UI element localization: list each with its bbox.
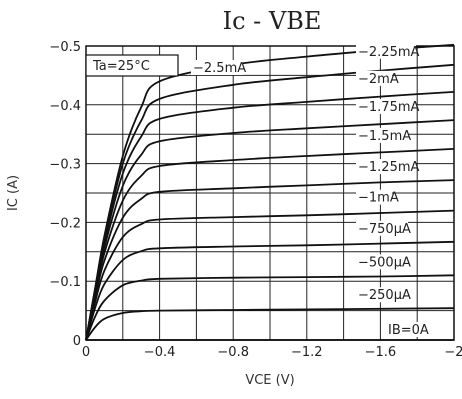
series-line bbox=[85, 274, 455, 341]
curve-label: −2.25mA bbox=[358, 45, 420, 60]
y-tick-label: −0.3 bbox=[49, 158, 81, 173]
x-tick-label: −0.4 bbox=[144, 345, 176, 360]
y-tick-label: −0.4 bbox=[49, 99, 81, 114]
x-tick-label: −0.8 bbox=[217, 345, 249, 360]
curve-label-background bbox=[356, 43, 416, 59]
x-tick-label: −2 bbox=[444, 345, 462, 360]
x-tick-label: −1.6 bbox=[365, 345, 397, 360]
y-tick-label: −0.2 bbox=[49, 216, 81, 231]
y-axis-label: IC (A) bbox=[6, 175, 21, 211]
curve-label-background bbox=[356, 189, 392, 205]
curves bbox=[85, 43, 455, 341]
curve-label-background bbox=[356, 159, 416, 175]
series-line bbox=[85, 240, 455, 341]
curve-label: −750μA bbox=[358, 222, 411, 237]
curve-label-background bbox=[356, 70, 392, 86]
curve-label-background bbox=[356, 254, 408, 270]
curve-label: −250μA bbox=[358, 288, 411, 303]
curve-label: −1mA bbox=[358, 191, 399, 206]
x-tick-label: 0 bbox=[82, 345, 90, 360]
x-axis-label: VCE (V) bbox=[245, 373, 294, 388]
curve-label: −2.5mA bbox=[193, 61, 246, 76]
curve-label: −1.5mA bbox=[358, 129, 411, 144]
chart-title: Ic - VBE bbox=[223, 7, 322, 35]
curve-label: IB=0A bbox=[388, 323, 429, 338]
curve-label-background bbox=[356, 287, 408, 303]
curve-label-background bbox=[356, 127, 408, 143]
y-tick-label: 0 bbox=[73, 334, 81, 349]
curve-label-background bbox=[356, 99, 416, 115]
curve-label-background bbox=[386, 322, 430, 337]
annotation-frame bbox=[85, 54, 179, 77]
curve-label: −2mA bbox=[358, 72, 399, 87]
series-line bbox=[85, 209, 455, 341]
y-tick-label: −0.5 bbox=[49, 40, 81, 55]
curve-label-background bbox=[191, 60, 243, 75]
annotation-box: Ta=25°C bbox=[85, 54, 179, 77]
curve-labels: IB=0A −250μA −500μA −750μA −1mA −1.25mA −1.5mA… bbox=[191, 43, 430, 338]
temperature-annotation: Ta=25°C bbox=[92, 59, 150, 74]
y-tick-label: −0.1 bbox=[49, 275, 81, 290]
tick-labels: 0 −0.4 −0.8 −1.2 −1.6 −2 0 −0.1 −0.2 −0.3 −0.4 −0.5 bbox=[49, 40, 462, 360]
series-line bbox=[85, 179, 455, 341]
curve-label: −1.75mA bbox=[358, 100, 420, 115]
x-tick-label: −1.2 bbox=[291, 345, 323, 360]
curve-label: −1.25mA bbox=[358, 160, 420, 175]
series-line bbox=[85, 43, 455, 341]
curve-label: −500μA bbox=[358, 255, 411, 270]
series-line bbox=[85, 307, 455, 341]
curve-label-background bbox=[356, 220, 408, 236]
